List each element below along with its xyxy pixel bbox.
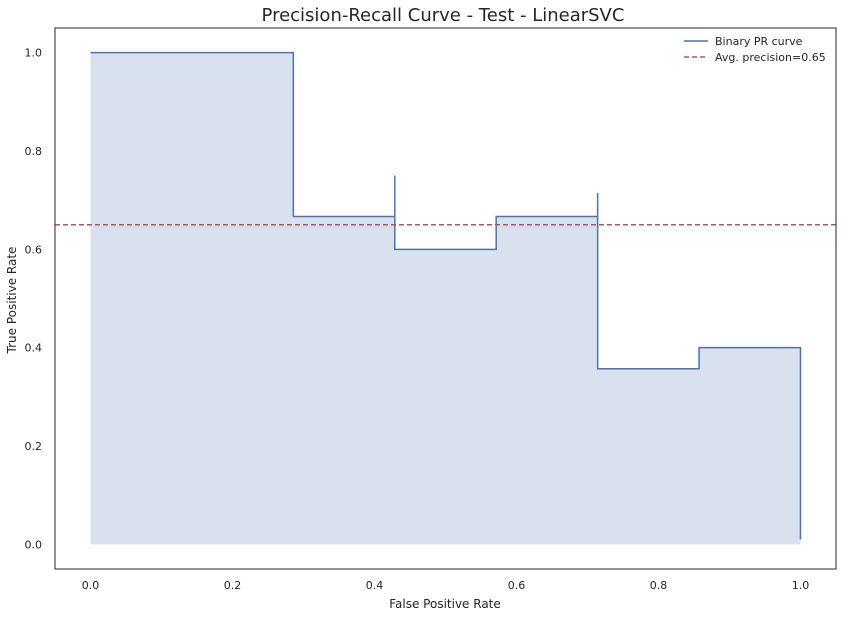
x-tick-label: 1.0: [792, 579, 810, 592]
chart-title: Precision-Recall Curve - Test - LinearSV…: [262, 5, 625, 26]
x-tick-label: 0.6: [508, 579, 526, 592]
x-tick-label: 0.4: [366, 579, 384, 592]
x-tick-label: 0.8: [650, 579, 668, 592]
x-axis-ticks: 0.0 0.2 0.4 0.6 0.8 1.0: [82, 579, 810, 592]
y-tick-label: 0.6: [25, 243, 43, 256]
plot-fill-layer: [90, 52, 801, 545]
legend-label-avg-precision: Avg. precision=0.65: [715, 51, 826, 64]
y-tick-label: 1.0: [25, 47, 43, 60]
y-tick-label: 0.8: [25, 145, 43, 158]
y-axis-ticks: 0.0 0.2 0.4 0.6 0.8 1.0: [25, 47, 43, 552]
pr-curve-line: [90, 51, 802, 540]
legend-label-pr-curve: Binary PR curve: [715, 35, 803, 48]
plot-curve-layer: [90, 51, 802, 540]
x-axis-label: False Positive Rate: [389, 597, 501, 611]
plot-area-frame: [54, 27, 837, 570]
x-tick-label: 0.0: [82, 579, 100, 592]
legend: Binary PR curve Avg. precision=0.65: [684, 35, 826, 64]
y-axis-label: True Positive Rate: [5, 247, 19, 355]
x-tick-label: 0.2: [224, 579, 242, 592]
pr-curve-fill-area: [90, 52, 801, 545]
y-tick-label: 0.0: [25, 538, 43, 551]
y-tick-label: 0.2: [25, 440, 43, 453]
y-tick-label: 0.4: [25, 342, 43, 355]
